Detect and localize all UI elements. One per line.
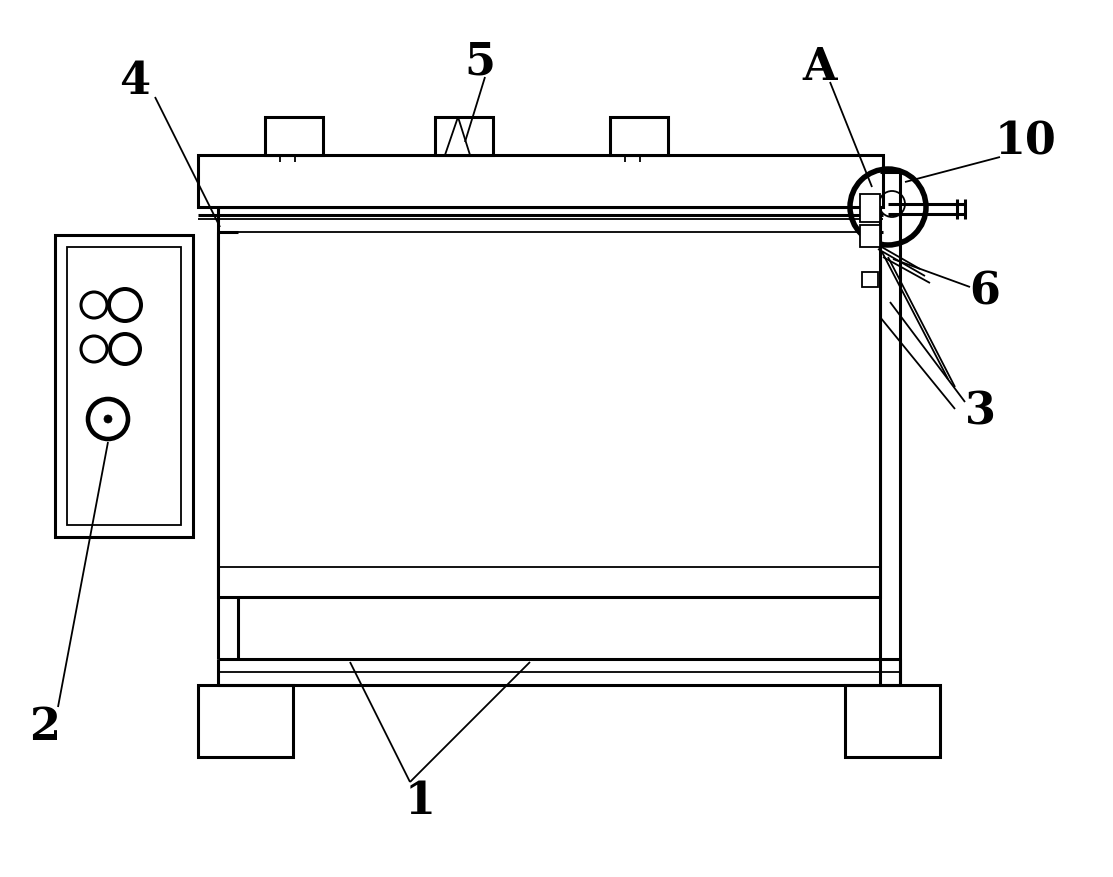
Circle shape (104, 415, 112, 423)
Bar (265, 117, 323, 155)
Bar (845, 685, 940, 757)
Bar (198, 155, 883, 207)
Bar (218, 207, 880, 597)
Bar (861, 272, 878, 287)
Text: 10: 10 (994, 120, 1056, 163)
Bar (198, 685, 293, 757)
Bar (435, 117, 493, 155)
Text: 2: 2 (30, 705, 60, 748)
Bar (67, 247, 181, 525)
Bar (610, 117, 668, 155)
Text: 4: 4 (119, 61, 150, 103)
Text: 1: 1 (404, 781, 435, 824)
Text: A: A (802, 46, 837, 89)
Text: 5: 5 (464, 40, 495, 83)
Text: 3: 3 (965, 390, 995, 433)
Bar (55, 235, 193, 537)
Bar (860, 194, 880, 222)
Text: 6: 6 (969, 270, 1001, 313)
Bar (860, 225, 880, 247)
